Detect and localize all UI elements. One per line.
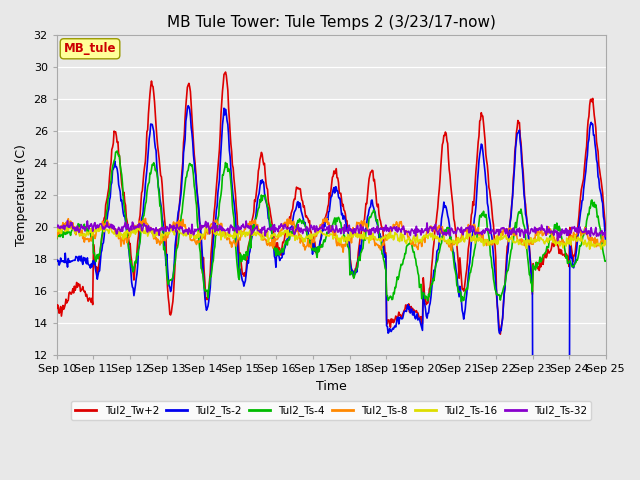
Text: MB_tule: MB_tule (64, 42, 116, 55)
X-axis label: Time: Time (316, 380, 347, 393)
Y-axis label: Temperature (C): Temperature (C) (15, 144, 28, 246)
Legend: Tul2_Tw+2, Tul2_Ts-2, Tul2_Ts-4, Tul2_Ts-8, Tul2_Ts-16, Tul2_Ts-32: Tul2_Tw+2, Tul2_Ts-2, Tul2_Ts-4, Tul2_Ts… (71, 401, 591, 420)
Title: MB Tule Tower: Tule Temps 2 (3/23/17-now): MB Tule Tower: Tule Temps 2 (3/23/17-now… (167, 15, 496, 30)
